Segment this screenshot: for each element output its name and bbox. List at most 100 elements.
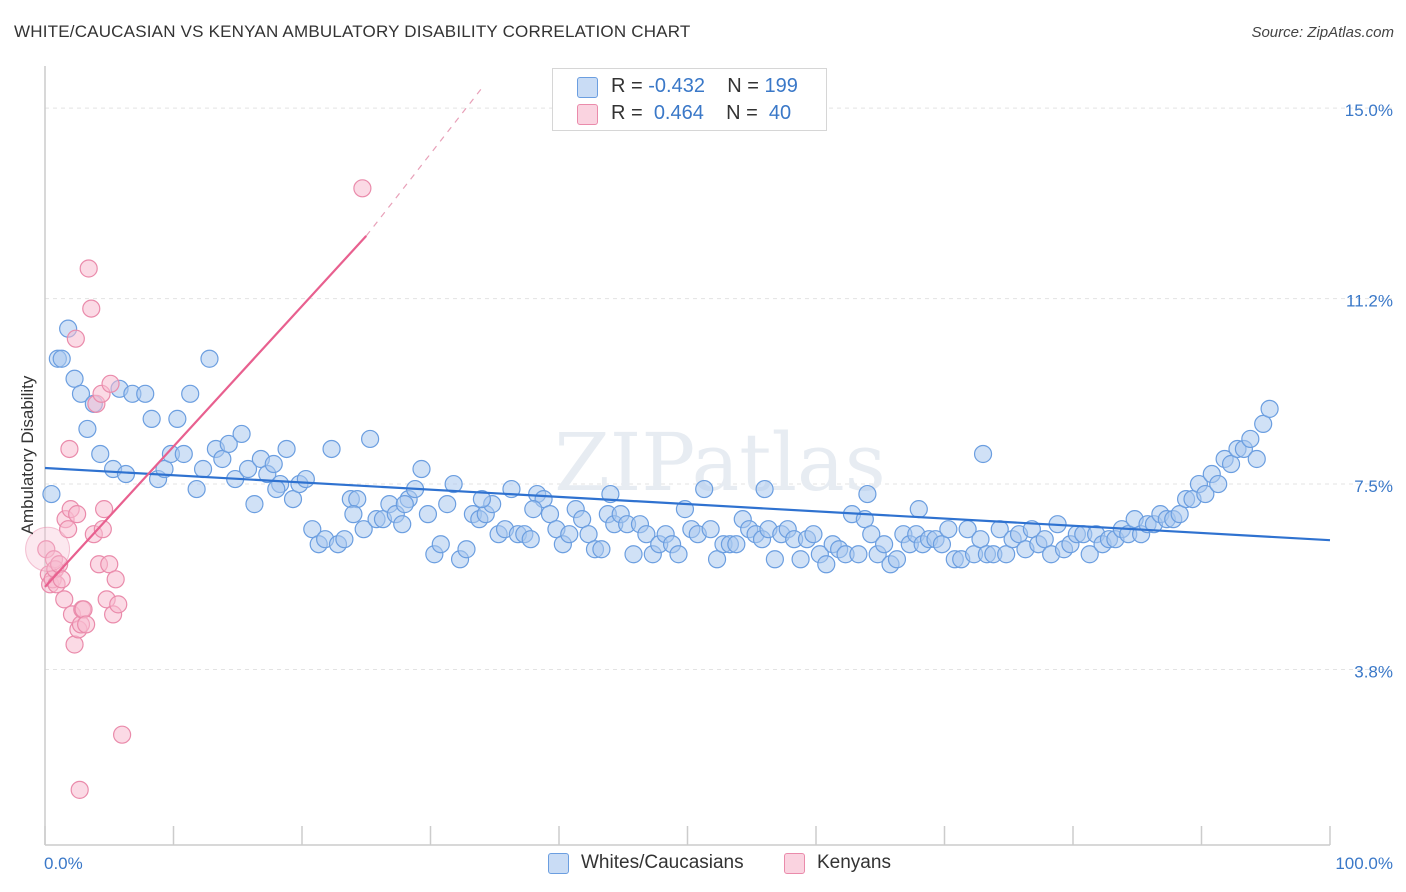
white-point-22 (193, 459, 213, 479)
kenyan-point-large (25, 526, 71, 572)
white-point-47 (354, 520, 373, 539)
kenyan-point-8 (52, 570, 71, 589)
trend-lines (44, 87, 1331, 588)
kenyan-point-37 (70, 780, 89, 799)
y-tick-label-0: 15.0% (1345, 101, 1393, 120)
white-point-57 (418, 505, 438, 524)
white-point-81 (573, 510, 592, 529)
white-point-33 (264, 454, 283, 474)
white-point-63 (457, 540, 476, 559)
white-point-130 (887, 550, 907, 569)
legend-swatch-white (577, 77, 598, 98)
kenyan-point-15 (65, 635, 84, 654)
white-point-102 (707, 550, 727, 569)
white-point-188 (1260, 399, 1279, 418)
x-tick-label-right: 100.0% (1335, 854, 1393, 873)
correlation-legend: R = -0.432 N = 199 R = 0.464 N = 40 (552, 68, 827, 131)
white-point-44 (335, 530, 354, 549)
white-point-26 (219, 434, 238, 454)
white-point-194 (524, 500, 543, 519)
white-point-48 (361, 429, 380, 449)
white-point-143 (971, 530, 990, 549)
white-point-79 (560, 525, 579, 544)
white-point-100 (695, 479, 714, 499)
source-attribution: Source: ZipAtlas.com (1251, 24, 1394, 41)
kenyan-point-9 (55, 590, 74, 609)
white-point-180 (1209, 474, 1228, 494)
white-point-46 (348, 489, 367, 509)
white-point-84 (592, 540, 611, 559)
y-tick-label-2: 7.5% (1354, 477, 1393, 496)
white-point-138 (939, 520, 958, 539)
white-point-8 (91, 444, 110, 464)
kenyan-point-20 (74, 600, 93, 619)
bottom-legend-swatch-white (548, 853, 569, 874)
chart-title: WHITE/CAUCASIAN VS KENYAN AMBULATORY DIS… (14, 22, 691, 41)
kenyan-point-21 (77, 615, 96, 634)
kenyan-point-23 (82, 299, 101, 318)
white-point-59 (431, 535, 450, 554)
white-point-18 (168, 409, 187, 428)
white-point-19 (174, 444, 193, 464)
legend-r-label-white: R = (611, 75, 643, 97)
white-point-36 (283, 489, 303, 509)
white-point-119 (817, 555, 836, 574)
tick-labels: 15.0% 11.2% 7.5% 3.8% 0.0% 100.0% (44, 101, 1393, 873)
legend-swatch-kenyan (577, 104, 598, 125)
kenyan-point-36 (112, 725, 132, 744)
white-point-147 (997, 545, 1016, 564)
white-point-124 (849, 545, 868, 564)
legend-n-value-white: 199 (764, 75, 798, 97)
axes (44, 66, 1331, 846)
white-point-53 (393, 515, 412, 534)
y-tick-label-1: 11.2% (1346, 292, 1393, 311)
legend-n-label-kenyan: N = (726, 102, 758, 124)
white-point-174 (1170, 505, 1189, 524)
white-point-73 (521, 530, 540, 549)
y-tick-label-3: 3.8% (1354, 663, 1393, 682)
white-point-197 (344, 505, 363, 524)
bottom-legend-label-kenyan: Kenyans (817, 852, 891, 873)
white-point-0 (42, 484, 61, 504)
kenyan-points (25, 179, 372, 799)
white-point-25 (213, 449, 232, 469)
white-point-190 (909, 500, 928, 519)
white-point-38 (296, 469, 315, 489)
white-point-56 (412, 459, 431, 479)
kenyan-point-28 (93, 520, 112, 539)
white-point-185 (1241, 429, 1260, 449)
white-point-189 (973, 444, 993, 464)
bottom-legend-label-white: Whites/Caucasians (581, 852, 744, 873)
white-point-89 (624, 545, 643, 564)
bottom-legend-swatch-kenyan (784, 853, 805, 874)
white-point-101 (701, 520, 720, 539)
kenyan-point-16 (68, 505, 87, 524)
white-point-151 (1022, 520, 1041, 539)
kenyan-point-39 (66, 329, 85, 348)
white-points (42, 319, 1279, 574)
legend-r-value-kenyan: 0.464 (653, 102, 704, 124)
kenyan-point-31 (100, 555, 119, 574)
white-point-96 (669, 545, 688, 564)
legend-text-kenyan: R = 0.464 N = 40 (611, 102, 791, 125)
white-point-82 (579, 525, 598, 544)
white-point-115 (791, 550, 810, 569)
white-point-30 (245, 495, 264, 514)
white-point-117 (804, 525, 823, 544)
legend-r-label-kenyan: R = (611, 102, 643, 124)
white-point-2 (52, 349, 71, 368)
white-point-6 (78, 419, 97, 439)
white-point-91 (637, 525, 656, 544)
white-point-13 (136, 384, 155, 403)
white-point-20 (181, 384, 200, 403)
white-point-111 (765, 550, 784, 569)
white-point-61 (444, 474, 463, 494)
white-point-28 (232, 424, 251, 444)
white-point-178 (1196, 484, 1215, 504)
kenyan-point-35 (109, 595, 128, 614)
white-point-187 (1254, 414, 1273, 434)
legend-n-label-white: N = (727, 75, 759, 97)
legend-r-value-white: -0.432 (648, 75, 705, 97)
y-axis-label: Ambulatory Disability (18, 375, 37, 535)
white-point-29 (238, 459, 258, 479)
